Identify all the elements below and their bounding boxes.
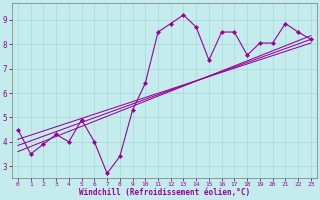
X-axis label: Windchill (Refroidissement éolien,°C): Windchill (Refroidissement éolien,°C) [79,188,250,197]
